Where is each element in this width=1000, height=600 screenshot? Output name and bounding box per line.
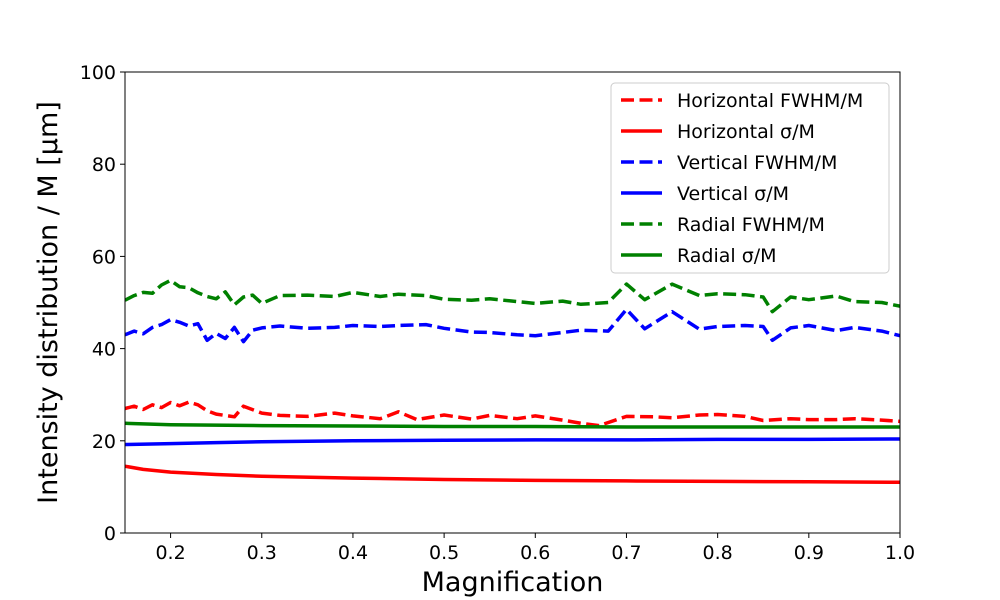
legend-label: Radial σ/M [677, 245, 777, 267]
x-tick-label: 0.8 [703, 542, 733, 564]
series-layer [125, 278, 900, 485]
x-axis-label: Magnification [422, 567, 604, 598]
y-tick-label: 0 [104, 523, 116, 545]
legend-label: Horizontal FWHM/M [677, 90, 863, 112]
legend-items: Horizontal FWHM/M Horizontal σ/M Vertical … [621, 90, 863, 267]
y-tick-label: 60 [92, 246, 116, 268]
y-tick-label: 40 [92, 339, 116, 361]
y-tick-label: 20 [92, 431, 116, 453]
legend-box [610, 82, 890, 274]
series-line-2 [125, 307, 900, 344]
x-tick-label: 0.6 [520, 542, 550, 564]
series-line-0 [125, 400, 900, 428]
legend: Horizontal FWHM/M Horizontal σ/M Vertical … [610, 82, 890, 274]
x-tick-label: 0.7 [611, 542, 641, 564]
x-tick-label: 1.0 [885, 542, 915, 564]
y-axis-label: Intensity distribution / M [μm] [33, 101, 64, 504]
x-tick-label: 0.4 [338, 542, 368, 564]
legend-label: Vertical FWHM/M [677, 152, 837, 174]
x-tick-label: 0.5 [429, 542, 459, 564]
series-line-4 [125, 278, 900, 314]
y-tick-label: 80 [92, 154, 116, 176]
series-line-1 [125, 464, 900, 485]
legend-label: Horizontal σ/M [677, 121, 815, 143]
legend-label: Vertical σ/M [677, 183, 789, 205]
x-tick-label: 0.9 [794, 542, 824, 564]
x-axis: 0.2 0.3 0.4 0.5 0.6 0.7 0.8 0.9 1.0 [155, 533, 915, 564]
y-tick-label: 100 [80, 62, 116, 84]
y-axis: 0 20 40 60 80 100 [80, 62, 125, 545]
series-line-3 [125, 437, 900, 447]
legend-label: Radial FWHM/M [677, 214, 825, 236]
x-tick-label: 0.3 [247, 542, 277, 564]
axes-frame [124, 71, 901, 534]
x-tick-label: 0.2 [155, 542, 185, 564]
series-line-5 [125, 421, 900, 429]
